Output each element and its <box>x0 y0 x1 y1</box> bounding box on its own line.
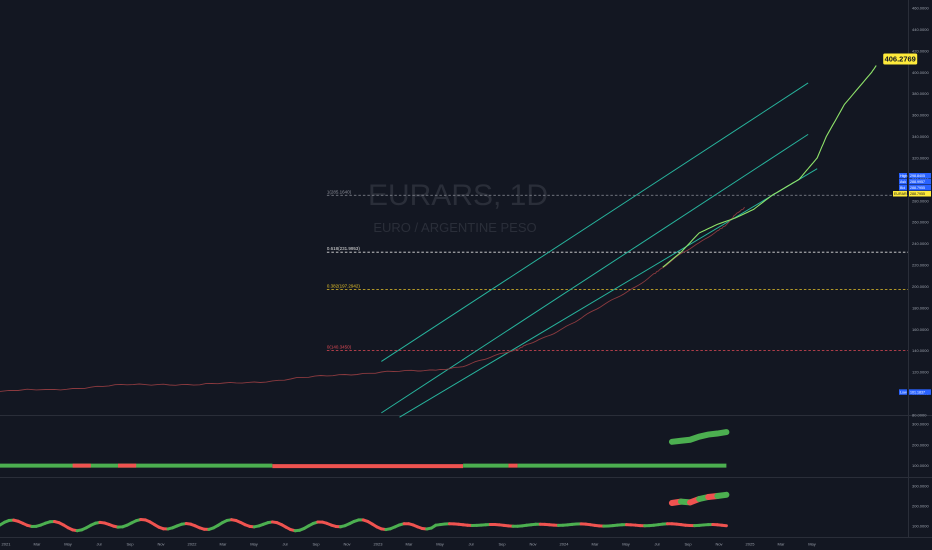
channel-line <box>381 133 809 414</box>
projection-callout-box <box>883 53 918 65</box>
x-tick-label: Jul <box>96 542 101 547</box>
x-tick-label: 2025 <box>746 542 756 547</box>
y-tick-label: 200.0000 <box>912 284 929 289</box>
low-badge-value: 101.1837 <box>910 391 925 395</box>
y-tick-label: 280.0000 <box>912 198 929 203</box>
y-tick-label: 140.0000 <box>912 348 929 353</box>
x-tick-label: Nov <box>715 542 722 547</box>
y-tick-label: 380.0000 <box>912 91 929 96</box>
low-badge-value-box <box>909 389 931 395</box>
osc1-y-tick-label: 200.0000 <box>912 442 929 447</box>
fib-level-label: 1(285.1640) <box>327 189 352 194</box>
osc1-trend-line <box>668 429 730 445</box>
y-tick-label: 160.0000 <box>912 327 929 332</box>
price-badge-label: High <box>900 174 907 178</box>
price-line <box>0 206 745 392</box>
y-tick-label: 120.0000 <box>912 370 929 375</box>
x-tick-label: Jul <box>282 542 287 547</box>
y-tick-label: 220.0000 <box>912 263 929 268</box>
osc1-y-tick-label: 100.0000 <box>912 463 929 468</box>
y-tick-label: 440.0000 <box>912 27 929 32</box>
price-badge-value: 288.7955 <box>910 192 925 196</box>
x-tick-label: May <box>250 542 258 547</box>
osc2-wave-segment <box>720 523 728 528</box>
price-badge-label-box <box>899 185 907 191</box>
osc1-y-tick-label: 300.0000 <box>912 422 929 427</box>
x-tick-label: Sep <box>498 542 506 547</box>
fib-level-label: 0.618(231.9953) <box>327 246 361 251</box>
y-tick-label: 360.0000 <box>912 113 929 118</box>
y-tick-label: 420.0000 <box>912 48 929 53</box>
price-badge-value: 298.8405 <box>910 174 925 178</box>
osc2-y-tick-label: 200.0000 <box>912 504 929 509</box>
x-tick-label: Mar <box>406 542 414 547</box>
y-tick-label: 180.0000 <box>912 305 929 310</box>
osc2-y-tick-label: 300.0000 <box>912 484 929 489</box>
x-tick-label: 2024 <box>560 542 570 547</box>
low-badge-label-box <box>899 389 907 395</box>
y-tick-label: 80.0000 <box>912 413 927 418</box>
x-tick-label: Mar <box>220 542 228 547</box>
price-badge-label-box <box>899 179 907 185</box>
x-tick-label: May <box>808 542 816 547</box>
price-badge-label: Ask <box>900 180 906 184</box>
x-tick-label: Nov <box>343 542 350 547</box>
channel-line <box>381 82 809 362</box>
x-tick-label: 2022 <box>188 542 198 547</box>
x-tick-label: May <box>64 542 72 547</box>
osc2-trend-segment <box>714 491 730 499</box>
price-badge-value-box <box>909 179 931 185</box>
watermark-name: EURO / ARGENTINE PESO <box>373 220 536 235</box>
x-tick-label: Mar <box>34 542 42 547</box>
x-tick-label: Nov <box>529 542 536 547</box>
price-badge-label-box <box>899 173 907 179</box>
y-tick-label: 460.0000 <box>912 6 929 11</box>
x-tick-label: Mar <box>592 542 600 547</box>
low-badge-label: Low <box>900 391 907 395</box>
price-badge-label: Bid <box>900 186 905 190</box>
x-tick-label: May <box>622 542 630 547</box>
x-tick-label: 2023 <box>374 542 384 547</box>
x-tick-label: Sep <box>684 542 692 547</box>
y-tick-label: 240.0000 <box>912 241 929 246</box>
x-tick-label: Nov <box>157 542 164 547</box>
osc2-y-tick-label: 100.0000 <box>912 524 929 529</box>
fib-level-label: 0.382(197.2942) <box>327 283 361 288</box>
price-badge-label: EURARS <box>894 192 910 196</box>
x-tick-label: Jul <box>468 542 473 547</box>
x-tick-label: Jul <box>654 542 659 547</box>
x-tick-label: Sep <box>312 542 320 547</box>
x-tick-label: May <box>436 542 444 547</box>
price-badge-value: 288.9957 <box>910 180 925 184</box>
price-badge-value-box <box>909 191 931 197</box>
price-badge-label-box <box>893 191 907 197</box>
projection-line <box>662 65 877 268</box>
x-tick-label: 2021 <box>2 542 12 547</box>
channel-line <box>399 168 818 418</box>
y-tick-label: 320.0000 <box>912 155 929 160</box>
price-badge-value-box <box>909 185 931 191</box>
projection-callout-label: 406.2769 <box>885 55 916 64</box>
price-badge-value-box <box>909 173 931 179</box>
y-tick-label: 340.0000 <box>912 134 929 139</box>
fib-level-label: 0(140.3450) <box>327 344 352 349</box>
x-tick-label: Sep <box>126 542 134 547</box>
y-tick-label: 260.0000 <box>912 220 929 225</box>
price-badge-value: 288.7955 <box>910 186 925 190</box>
y-tick-label: 400.0000 <box>912 70 929 75</box>
x-tick-label: Mar <box>778 542 786 547</box>
